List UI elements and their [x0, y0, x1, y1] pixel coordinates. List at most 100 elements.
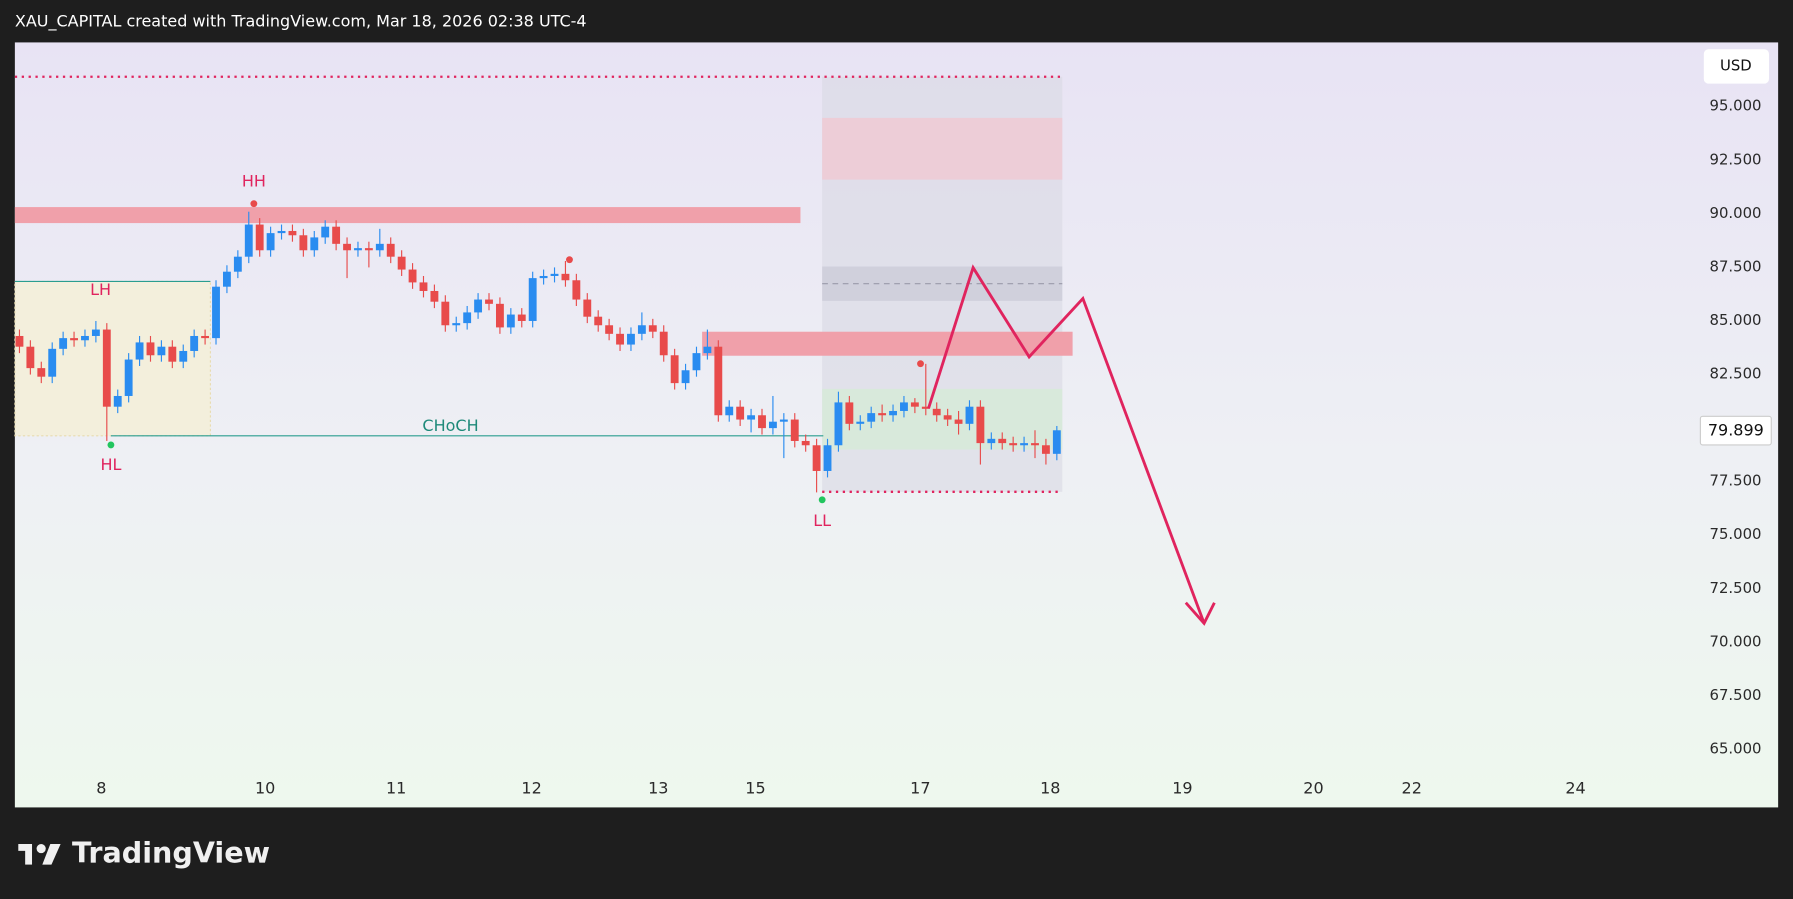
candle-body — [506, 314, 515, 328]
candle-body — [572, 280, 581, 300]
candle-body — [495, 303, 504, 328]
candle-body — [354, 248, 362, 251]
candle-body — [889, 410, 897, 416]
candle-body — [441, 301, 450, 326]
candle-body — [474, 299, 483, 313]
supply-zone-2 — [702, 331, 1073, 356]
candle-body — [725, 406, 734, 416]
logo-shape — [36, 844, 46, 854]
candle-body — [135, 342, 144, 360]
candle-body — [310, 237, 319, 251]
candle-body — [1009, 443, 1018, 446]
x-tick-label: 20 — [1303, 779, 1323, 798]
candle-body — [779, 419, 788, 422]
y-tick-label: 85.000 — [1710, 311, 1762, 329]
candle-body — [823, 445, 832, 471]
candle-body — [179, 350, 188, 362]
footer-brand: TradingView — [72, 835, 270, 869]
candle-body — [976, 406, 985, 444]
candle-body — [222, 271, 231, 287]
candle-body — [212, 286, 220, 339]
y-tick-label: 65.000 — [1710, 740, 1762, 758]
ll-label: LL — [813, 511, 831, 530]
pivot-dot — [250, 200, 258, 208]
candle-body — [255, 224, 264, 251]
candle-body — [539, 275, 548, 279]
candle-body — [463, 312, 472, 324]
candle-body — [910, 402, 919, 407]
candle-body — [681, 370, 690, 384]
candle-body — [637, 325, 646, 334]
candle-body — [1052, 430, 1061, 454]
candle-body — [714, 346, 723, 416]
hh-label: HH — [242, 171, 266, 190]
candle-body — [921, 406, 930, 409]
logo-shape — [42, 844, 61, 865]
candle-body — [703, 346, 712, 354]
candle-body — [48, 348, 57, 377]
candle-body — [26, 346, 35, 369]
x-tick-label: 10 — [255, 779, 275, 798]
header-text: XAU_CAPITAL created with TradingView.com… — [15, 11, 587, 31]
candle-body — [266, 233, 275, 251]
candle-body — [943, 415, 952, 420]
candle-body — [627, 333, 635, 345]
x-tick-label: 15 — [745, 779, 765, 798]
candle-body — [1041, 445, 1050, 454]
target-zone — [822, 117, 1063, 180]
x-tick-label: 18 — [1040, 779, 1060, 798]
pivot-dot — [566, 256, 573, 264]
last-price-label: 79.899 — [1708, 421, 1764, 440]
candle-body — [59, 338, 68, 349]
candle-body — [288, 230, 297, 236]
candle-body — [790, 419, 799, 441]
candle-body — [430, 290, 439, 302]
candle-body — [561, 273, 570, 281]
candle-body — [900, 402, 908, 411]
candle-body — [550, 273, 559, 276]
candle-body — [299, 235, 308, 251]
candle-body — [201, 335, 210, 339]
lh-label: LH — [90, 280, 111, 299]
projection-arrowhead — [1184, 601, 1216, 626]
candle-body — [932, 408, 941, 416]
candle-body — [845, 402, 854, 424]
annotations: HH LH HL LL CHoCH — [90, 171, 1216, 626]
candle-body — [605, 325, 614, 334]
candle-body — [375, 243, 384, 251]
x-tick-label: 11 — [386, 779, 406, 798]
candle-body — [878, 413, 887, 416]
currency-label: USD — [1720, 56, 1752, 74]
y-tick-label: 95.000 — [1710, 97, 1762, 115]
y-tick-label: 70.000 — [1710, 632, 1762, 650]
y-tick-label: 90.000 — [1710, 204, 1762, 222]
candle-body — [70, 338, 78, 341]
logo-shape — [25, 844, 33, 865]
pivot-dot — [107, 441, 115, 449]
candle-body — [277, 230, 286, 234]
hl-label: HL — [100, 455, 121, 474]
candle-body — [812, 445, 821, 471]
candle-body — [965, 406, 974, 424]
candle-body — [670, 355, 679, 384]
candle-body — [343, 243, 351, 251]
candle-body — [146, 342, 155, 356]
candle-body — [452, 323, 461, 326]
currency-box — [1703, 49, 1769, 84]
candle-body — [397, 256, 406, 270]
candle-body — [1031, 443, 1039, 446]
candle-body — [364, 248, 373, 251]
candle-body — [419, 282, 428, 291]
candle-body — [1020, 443, 1029, 446]
range-zone — [822, 388, 1063, 450]
supply-zone — [14, 207, 801, 224]
candle-body — [616, 333, 624, 345]
candle-body — [37, 368, 46, 377]
candle-body — [113, 395, 122, 407]
candle-body — [801, 440, 810, 446]
footer-logo: TradingView — [18, 835, 270, 869]
candle-body — [648, 325, 657, 332]
pivot-dot — [917, 360, 924, 368]
x-tick-label: 19 — [1172, 779, 1192, 798]
